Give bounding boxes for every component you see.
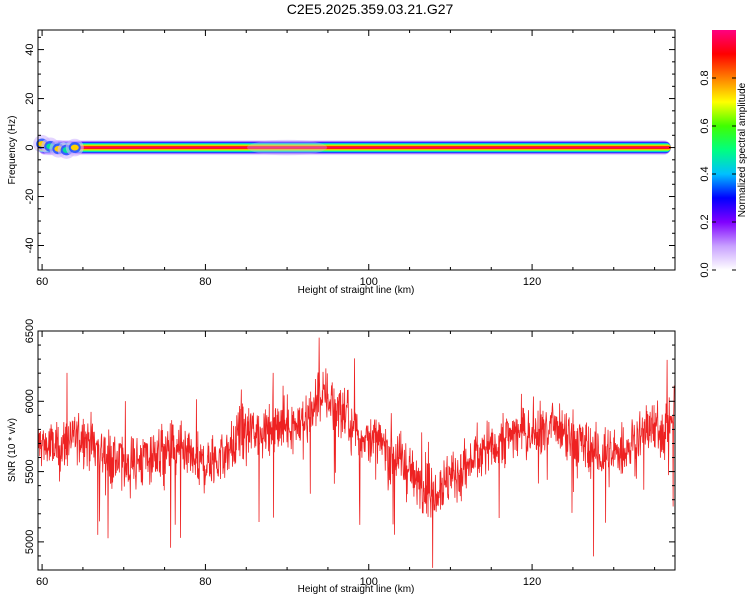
spectrogram-frame: [37, 29, 676, 271]
figure-title: C2E5.2025.359.03.21.G27: [287, 1, 454, 17]
spectrogram-ticks: 60 80 100 120 40 20 0 -20 -40: [24, 30, 675, 288]
colorbar-tick-label: 0.4: [699, 166, 711, 181]
colorbar-gradient: [712, 30, 736, 270]
snr-xtick-label: 60: [36, 576, 48, 588]
snr-xtick-label: 80: [199, 576, 211, 588]
snr-ylabel: SNR (10 * v/v): [7, 418, 18, 482]
spectrogram-heatmap: [33, 135, 671, 159]
snr-xtick-label: 100: [360, 576, 378, 588]
snr-ytick-label: 5000: [24, 530, 36, 554]
colorbar: 0.0 0.2 0.4 0.6 0.8 Normalized spectral ampl…: [699, 30, 748, 278]
colorbar-tick-label: 0.0: [699, 262, 711, 277]
spectrogram-broadening: [247, 139, 328, 156]
colorbar-tick-label: 0.2: [699, 214, 711, 229]
snr-xtick-label: 120: [523, 576, 541, 588]
snr-frame: [37, 330, 676, 571]
spectrogram-wiggle-core: [70, 144, 79, 151]
spectrogram-xtick-label: 80: [199, 276, 211, 288]
spectrogram-band: [38, 146, 671, 149]
spectrogram-ytick-label: -40: [24, 238, 36, 254]
spectrogram-ylabel: Frequency (Hz): [7, 116, 18, 185]
spectrogram-ytick-label: 0: [24, 144, 36, 150]
snr-ytick-label: 6500: [24, 319, 36, 343]
snr-xlabel: Height of straight line (km): [298, 584, 415, 595]
spectrogram-xtick-label: 60: [36, 276, 48, 288]
snr-series-line: [38, 337, 675, 568]
colorbar-tick-label: 0.6: [699, 118, 711, 133]
snr-panel: 60 80 100 120 6500 6000 5500 5000 Height of str…: [7, 319, 676, 595]
spectrogram-ytick-label: 20: [24, 92, 36, 104]
snr-ticks: 60 80 100 120 6500 6000 5500 5000: [24, 319, 675, 588]
colorbar-tick-label: 0.8: [699, 70, 711, 85]
colorbar-ticks: 0.0 0.2 0.4 0.6 0.8: [699, 70, 736, 278]
spectrogram-xtick-label: 100: [360, 276, 378, 288]
spectrogram-ytick-label: 40: [24, 43, 36, 55]
colorbar-label: Normalized spectral amplitude: [737, 82, 748, 217]
snr-ytick-label: 6000: [24, 389, 36, 413]
spectrogram-xlabel: Height of straight line (km): [298, 285, 415, 296]
spectrogram-panel: 60 80 100 120 40 20 0 -20 -40 Height of straight…: [7, 29, 676, 296]
snr-ytick-label: 5500: [24, 459, 36, 483]
spectrogram-ytick-label: -20: [24, 189, 36, 205]
spectrogram-xtick-label: 120: [523, 276, 541, 288]
